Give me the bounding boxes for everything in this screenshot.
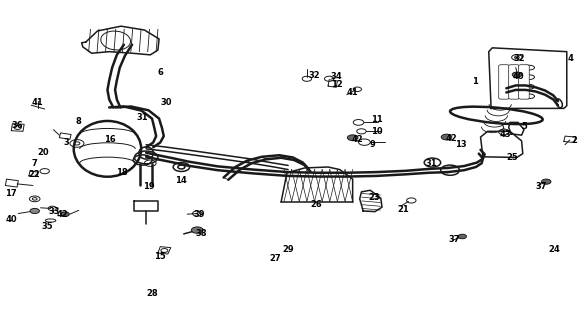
Text: 14: 14 xyxy=(175,176,187,185)
Text: 43: 43 xyxy=(499,130,511,139)
Circle shape xyxy=(458,234,466,239)
Text: 31: 31 xyxy=(137,114,148,123)
Text: 16: 16 xyxy=(104,135,116,144)
Text: 41: 41 xyxy=(31,98,43,107)
FancyBboxPatch shape xyxy=(499,65,509,99)
Text: 1: 1 xyxy=(472,77,477,86)
Text: 10: 10 xyxy=(372,127,383,136)
Circle shape xyxy=(348,135,358,140)
Text: 37: 37 xyxy=(449,235,460,244)
Text: 17: 17 xyxy=(5,189,17,198)
Text: 36: 36 xyxy=(11,121,23,130)
Text: 19: 19 xyxy=(143,182,154,191)
Text: 20: 20 xyxy=(37,148,49,156)
Text: 27: 27 xyxy=(269,254,281,263)
Text: 12: 12 xyxy=(331,80,343,89)
Text: 30: 30 xyxy=(161,98,172,107)
Text: 3: 3 xyxy=(64,138,69,147)
Text: 11: 11 xyxy=(372,115,383,124)
Text: 6: 6 xyxy=(158,68,163,77)
Text: 28: 28 xyxy=(146,289,158,298)
Text: 7: 7 xyxy=(32,159,38,168)
Text: 42: 42 xyxy=(352,135,363,144)
Text: 33: 33 xyxy=(49,207,61,216)
Text: 32: 32 xyxy=(309,71,320,80)
Text: 23: 23 xyxy=(368,193,380,202)
Text: 18: 18 xyxy=(116,168,128,177)
Text: 42: 42 xyxy=(57,210,69,219)
Circle shape xyxy=(441,134,452,140)
Text: 41: 41 xyxy=(347,88,359,97)
FancyBboxPatch shape xyxy=(519,65,529,99)
Circle shape xyxy=(512,72,522,77)
Text: 15: 15 xyxy=(155,252,166,261)
Text: 2: 2 xyxy=(572,136,577,145)
Text: 40: 40 xyxy=(512,72,524,81)
Text: 31: 31 xyxy=(426,159,437,168)
Text: 26: 26 xyxy=(310,200,322,209)
Text: 37: 37 xyxy=(536,182,547,191)
Text: 38: 38 xyxy=(196,229,207,238)
Text: 35: 35 xyxy=(42,222,54,231)
Text: 40: 40 xyxy=(5,215,17,224)
Text: 9: 9 xyxy=(370,140,376,149)
Circle shape xyxy=(542,179,551,184)
Circle shape xyxy=(30,208,39,213)
Circle shape xyxy=(191,227,203,233)
Text: 25: 25 xyxy=(506,153,518,162)
Text: 32: 32 xyxy=(513,53,525,62)
Text: 21: 21 xyxy=(397,205,409,214)
Text: 4: 4 xyxy=(568,53,574,62)
Text: 24: 24 xyxy=(549,245,560,254)
Text: 42: 42 xyxy=(445,134,457,143)
Text: 5: 5 xyxy=(521,122,527,131)
Circle shape xyxy=(61,212,69,216)
Text: 29: 29 xyxy=(282,245,294,254)
Text: 22: 22 xyxy=(29,171,41,180)
FancyBboxPatch shape xyxy=(509,65,519,99)
Text: 34: 34 xyxy=(330,72,342,81)
Text: 39: 39 xyxy=(193,210,205,219)
Text: 8: 8 xyxy=(75,117,81,126)
Text: 13: 13 xyxy=(455,140,467,149)
